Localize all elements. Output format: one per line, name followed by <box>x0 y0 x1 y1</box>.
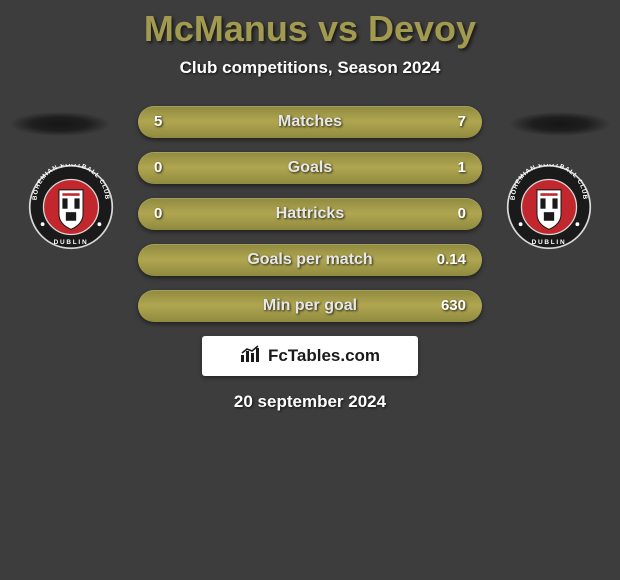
stat-label: Goals <box>138 152 482 184</box>
title-player1: McManus <box>144 8 308 49</box>
stat-row-matches: 5 Matches 7 <box>138 106 482 138</box>
stat-row-goals: 0 Goals 1 <box>138 152 482 184</box>
content-area: BOHEMIAN FOOTBALL CLUB DUBLIN BOHEMIAN F… <box>0 106 620 412</box>
stat-label: Goals per match <box>138 244 482 276</box>
chart-icon <box>240 345 262 368</box>
stat-row-hattricks: 0 Hattricks 0 <box>138 198 482 230</box>
stat-right-value: 7 <box>458 106 466 138</box>
title-player2: Devoy <box>368 8 476 49</box>
player1-shadow <box>10 112 110 136</box>
stat-row-min-per-goal: Min per goal 630 <box>138 290 482 322</box>
branding-badge: FcTables.com <box>202 336 418 376</box>
stats-list: 5 Matches 7 0 Goals 1 0 Hattricks 0 Goal… <box>138 106 482 322</box>
stat-right-value: 1 <box>458 152 466 184</box>
stat-right-value: 630 <box>441 290 466 322</box>
branding-text: FcTables.com <box>268 346 380 366</box>
stat-label: Min per goal <box>138 290 482 322</box>
player1-club-crest: BOHEMIAN FOOTBALL CLUB DUBLIN <box>28 164 114 250</box>
footer-date: 20 september 2024 <box>0 392 620 412</box>
stat-right-value: 0.14 <box>437 244 466 276</box>
comparison-title: McManus vs Devoy <box>0 0 620 50</box>
stat-right-value: 0 <box>458 198 466 230</box>
svg-text:DUBLIN: DUBLIN <box>532 239 567 246</box>
title-vs: vs <box>318 8 358 49</box>
player2-shadow <box>510 112 610 136</box>
player2-club-crest: BOHEMIAN FOOTBALL CLUB DUBLIN <box>506 164 592 250</box>
stat-row-goals-per-match: Goals per match 0.14 <box>138 244 482 276</box>
svg-text:DUBLIN: DUBLIN <box>54 239 89 246</box>
stat-label: Matches <box>138 106 482 138</box>
subtitle: Club competitions, Season 2024 <box>0 58 620 78</box>
stat-label: Hattricks <box>138 198 482 230</box>
